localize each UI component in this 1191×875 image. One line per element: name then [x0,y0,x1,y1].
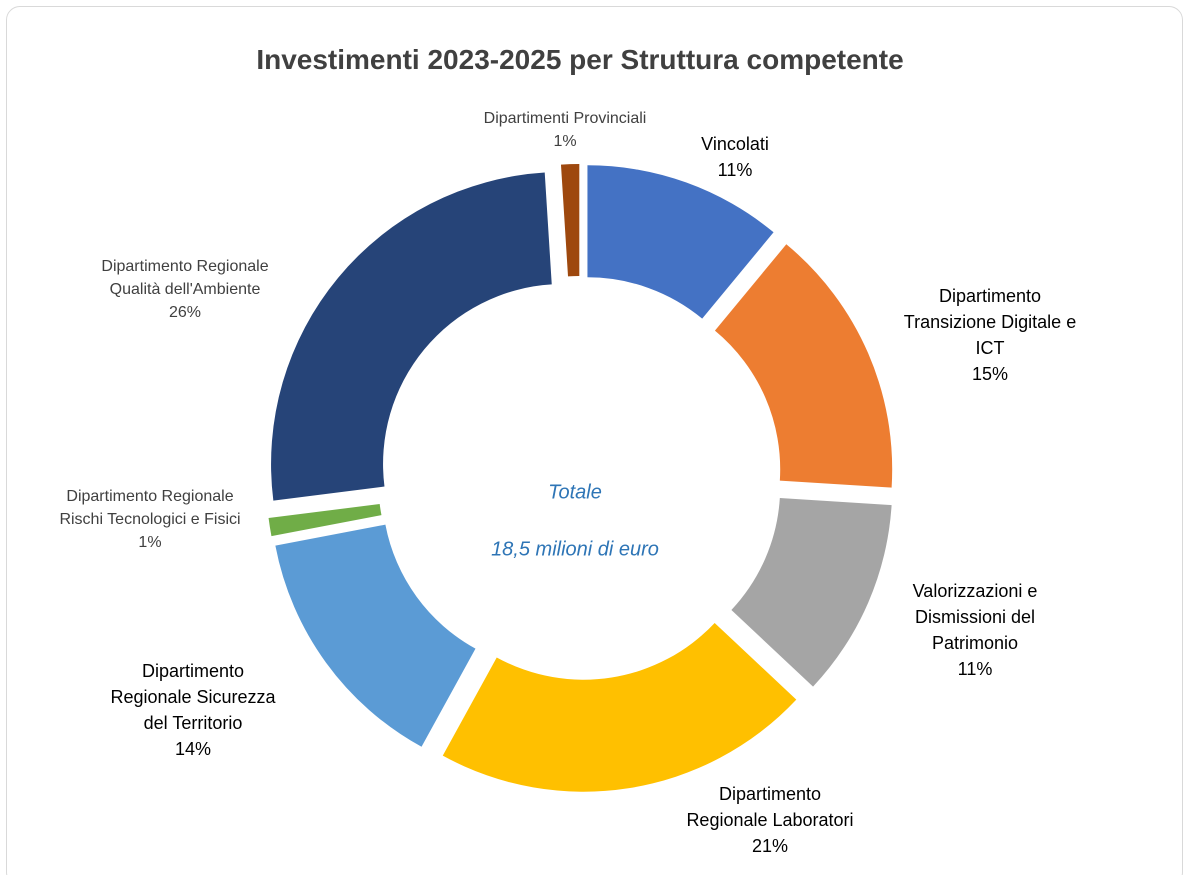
label-name: Valorizzazioni e Dismissioni del Patrimo… [912,580,1038,653]
label-value: 15% [971,364,1009,385]
label-value: 11% [717,160,753,180]
chart-title: Investimenti 2023-2025 per Struttura com… [256,44,904,75]
data-label: Vincolati 11% [701,131,769,183]
label-name: Vincolati [701,133,769,154]
label-value: 26% [168,304,202,322]
label-value: 1% [553,133,577,150]
donut-segment [271,172,552,501]
data-label: Dipartimenti Provinciali 1% [484,107,647,153]
donut-segment [560,164,580,277]
label-value: 21% [751,836,789,857]
label-name: Dipartimento Transizione Digitale e ICT [903,285,1077,358]
donut-segment [731,498,892,687]
donut-segment [275,524,476,747]
data-label: Dipartimento Transizione Digitale e ICT 1… [904,283,1076,387]
label-name: Dipartimenti Provinciali [483,109,647,127]
data-label: Dipartimento Regionale Sicurezza del Ter… [110,658,275,762]
chart-frame [6,6,1183,875]
label-name: Dipartimento Regionale Laboratori [686,783,854,830]
label-name: Dipartimento Regionale Rischi Tecnologic… [59,488,241,529]
label-value: 14% [174,739,212,760]
donut-segment [442,622,797,792]
data-label: Dipartimento Regionale Qualità dell'Ambi… [101,255,268,325]
data-label: Valorizzazioni e Dismissioni del Patrimo… [913,578,1038,682]
label-value: 11% [957,659,993,680]
annotation: Totale [548,481,602,504]
label-name: Dipartimento Regionale Sicurezza del Ter… [110,660,276,733]
data-label: Dipartimento Regionale Rischi Tecnologic… [59,485,240,555]
donut-segment [714,244,893,488]
donut-segment [268,504,382,537]
label-value: 1% [138,534,162,552]
donut-segment [587,165,774,319]
label-name: Dipartimento Regionale Qualità dell'Ambi… [101,258,269,299]
data-label: Dipartimento Regionale Laboratori 21% [686,781,853,859]
annotation: 18,5 milioni di euro [491,538,659,561]
